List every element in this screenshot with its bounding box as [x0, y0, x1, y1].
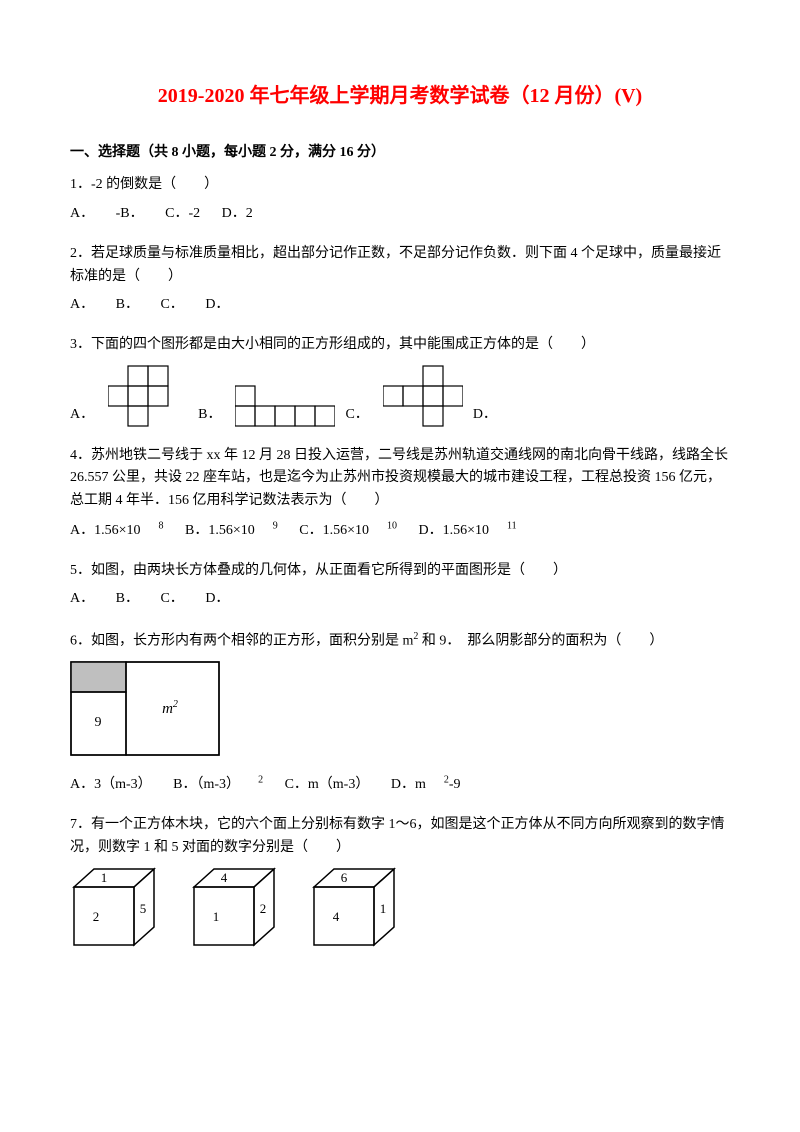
svg-text:5: 5 [140, 901, 147, 916]
svg-text:2: 2 [93, 909, 100, 924]
q7-cube-1: 1 2 5 [70, 867, 160, 947]
q3-opt-b-label: B． [198, 404, 221, 426]
q4-opt-d: D．1.56×1011 [418, 523, 516, 538]
q4-opt-a: A．1.56×108 [70, 523, 164, 538]
q5-opt-d: D． [205, 591, 229, 606]
q4-opt-c: C．1.56×1010 [299, 523, 397, 538]
q7-cube-2: 4 1 2 [190, 867, 280, 947]
q6-fig-right-base: m [162, 701, 173, 717]
question-4: 4．苏州地铁二号线于 xx 年 12 月 28 日投入运营，二号线是苏州轨道交通… [70, 445, 730, 542]
q2-opt-b: B． [116, 297, 139, 312]
q6-opt-c: C．m（m-3） [285, 777, 370, 792]
q3-net-b [235, 385, 335, 427]
svg-text:m2: m2 [162, 699, 178, 717]
svg-text:1: 1 [380, 901, 387, 916]
q1-opt-d: D．2 [222, 206, 253, 221]
q2-opt-d: D． [205, 297, 229, 312]
q5-text: 5．如图，由两块长方体叠成的几何体，从正面看它所得到的平面图形是（ ） [70, 560, 730, 582]
q1-opt-c: C．-2 [165, 206, 200, 221]
q4-opt-b: B．1.56×109 [185, 523, 278, 538]
q7-cube-3: 6 4 1 [310, 867, 400, 947]
q5-opt-a: A． [70, 591, 94, 606]
q3-net-a [108, 365, 188, 427]
question-3: 3．下面的四个图形都是由大小相同的正方形组成的，其中能围成正方体的是（ ） A．… [70, 334, 730, 426]
question-1: 1．-2 的倒数是（ ） A． -B． C．-2 D．2 [70, 174, 730, 225]
q3-opt-d-label: D． [473, 404, 497, 426]
q6-opt-d: D．m2-9 [391, 777, 479, 792]
q2-choices: A． B． C． D． [70, 294, 730, 316]
q6-fig-left-text: 9 [95, 715, 102, 730]
svg-text:6: 6 [341, 870, 348, 885]
q6-opt-a: A．3（m-3） [70, 777, 152, 792]
q1-choices: A． -B． C．-2 D．2 [70, 203, 730, 225]
question-5: 5．如图，由两块长方体叠成的几何体，从正面看它所得到的平面图形是（ ） A． B… [70, 560, 730, 611]
q7-figures: 1 2 5 4 1 2 6 4 1 [70, 867, 730, 947]
svg-text:1: 1 [101, 870, 108, 885]
q7-text: 7．有一个正方体木块，它的六个面上分别标有数字 1～6，如图是这个正方体从不同方… [70, 814, 730, 859]
q5-choices: A． B． C． D． [70, 588, 730, 610]
question-7: 7．有一个正方体木块，它的六个面上分别标有数字 1～6，如图是这个正方体从不同方… [70, 814, 730, 947]
svg-text:4: 4 [333, 909, 340, 924]
q4-choices: A．1.56×108 B．1.56×109 C．1.56×1010 D．1.56… [70, 518, 730, 542]
q2-text: 2．若足球质量与标准质量相比，超出部分记作正数，不足部分记作负数．则下面 4 个… [70, 243, 730, 288]
svg-text:2: 2 [260, 901, 267, 916]
q3-text: 3．下面的四个图形都是由大小相同的正方形组成的，其中能围成正方体的是（ ） [70, 334, 730, 356]
q2-opt-c: C． [160, 297, 183, 312]
q6-fig-right-sup: 2 [173, 699, 178, 710]
q3-opt-c-label: C． [345, 404, 368, 426]
q6-opt-b: B．（m-3）2 [173, 777, 263, 792]
question-2: 2．若足球质量与标准质量相比，超出部分记作正数，不足部分记作负数．则下面 4 个… [70, 243, 730, 316]
q1-text: 1．-2 的倒数是（ ） [70, 174, 730, 196]
svg-text:4: 4 [221, 870, 228, 885]
q3-opt-a-label: A． [70, 404, 94, 426]
q6-choices: A．3（m-3） B．（m-3）2 C．m（m-3） D．m2-9 [70, 772, 730, 796]
q6-figure: 9 m2 [70, 661, 730, 764]
question-6: 6．如图，长方形内有两个相邻的正方形，面积分别是 m2 和 9． 那么阴影部分的… [70, 629, 730, 796]
q5-opt-b: B． [116, 591, 139, 606]
section-1-header: 一、选择题（共 8 小题，每小题 2 分，满分 16 分） [70, 142, 730, 164]
q6-text: 6．如图，长方形内有两个相邻的正方形，面积分别是 m2 和 9． 那么阴影部分的… [70, 629, 730, 653]
page-title: 2019-2020 年七年级上学期月考数学试卷（12 月份）(V) [70, 80, 730, 112]
q1-opt-b: -B． [116, 206, 144, 221]
q3-figures: A． B． C． [70, 365, 730, 427]
q3-net-c [383, 365, 463, 427]
q4-text: 4．苏州地铁二号线于 xx 年 12 月 28 日投入运营，二号线是苏州轨道交通… [70, 445, 730, 512]
svg-text:1: 1 [213, 909, 220, 924]
q2-opt-a: A． [70, 297, 94, 312]
q1-opt-a: A． [70, 206, 94, 221]
q5-opt-c: C． [160, 591, 183, 606]
